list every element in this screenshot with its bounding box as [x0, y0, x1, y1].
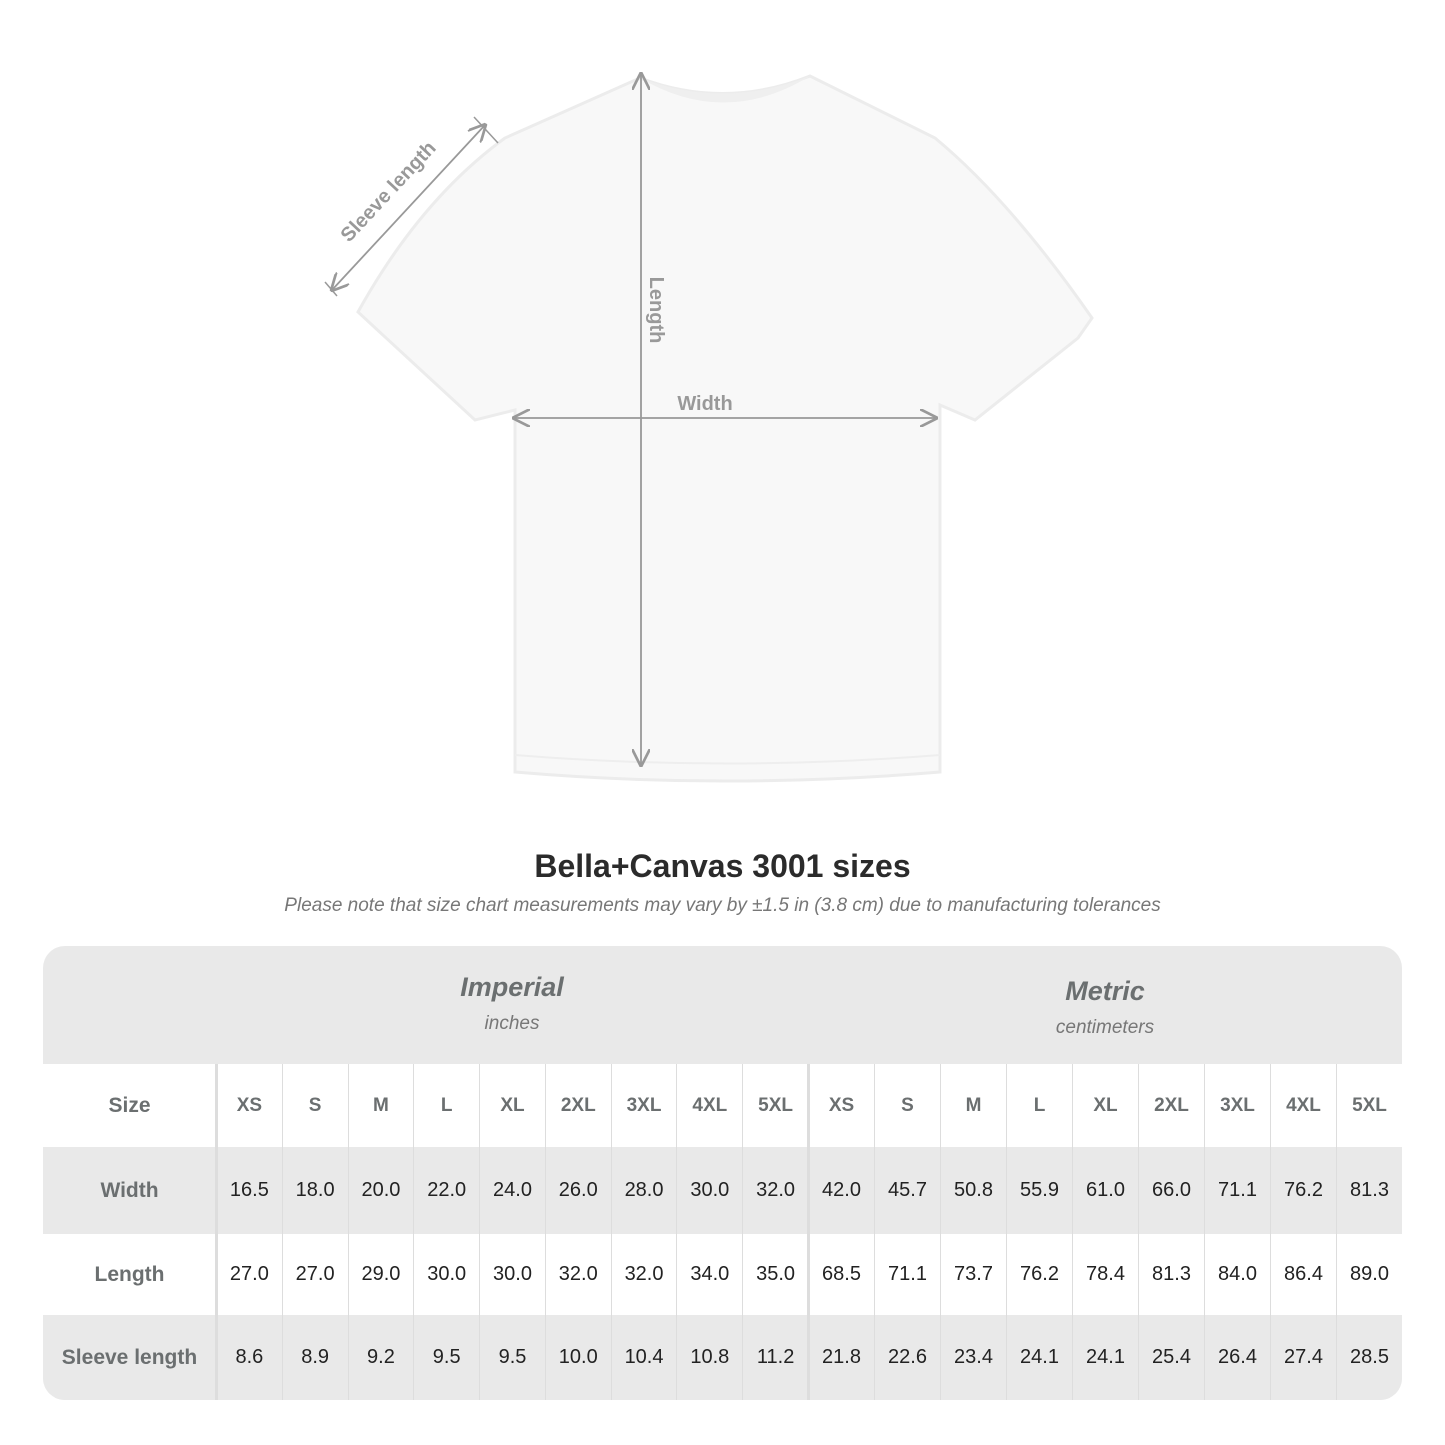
imperial-value-cell: 10.0: [544, 1315, 611, 1400]
imperial-value-cell: 32.0: [610, 1234, 677, 1315]
size-cell: 4XL: [676, 1064, 742, 1147]
chart-title: Bella+Canvas 3001 sizes: [534, 848, 911, 884]
size-cell: L: [413, 1064, 479, 1147]
metric-value-cell: 23.4: [940, 1315, 1006, 1400]
table-row: Width 16.5 18.0 20.0 22.0 24.0 26.0 28.0 30.0 32.…: [43, 1147, 1402, 1234]
metric-value-cell: 71.1: [874, 1234, 940, 1315]
metric-value-cell: 78.4: [1072, 1234, 1138, 1315]
size-header-row: Size XS S M L XL 2XL 3XL 4XL 5XL XS S M L XL 2XL 3XL 4XL 5…: [43, 1064, 1402, 1147]
metric-value-cell: 84.0: [1204, 1234, 1270, 1315]
metric-value-cell: 42.0: [808, 1147, 874, 1234]
size-cell: S: [874, 1064, 940, 1147]
metric-value-cell: 76.2: [1270, 1147, 1336, 1234]
size-cell: 3XL: [1204, 1064, 1270, 1147]
imperial-value-cell: 20.0: [347, 1147, 414, 1234]
size-cell: 2XL: [1138, 1064, 1204, 1147]
imperial-value-cell: 28.0: [610, 1147, 677, 1234]
size-cell: XL: [479, 1064, 545, 1147]
imperial-value-cell: 10.4: [610, 1315, 677, 1400]
metric-value-cell: 86.4: [1270, 1234, 1336, 1315]
table-row: Length 27.0 27.0 29.0 30.0 30.0 32.0 32.0 34.0 35…: [43, 1234, 1402, 1315]
imperial-value-cell: 34.0: [676, 1234, 742, 1315]
size-cell: M: [347, 1064, 414, 1147]
metric-value-cell: 68.5: [808, 1234, 874, 1315]
metric-value-cell: 89.0: [1336, 1234, 1402, 1315]
table-row: Sleeve length 8.6 8.9 9.2 9.5 9.5 10.0 10.4 10.8…: [43, 1315, 1402, 1400]
metric-value-cell: 73.7: [940, 1234, 1006, 1315]
metric-value-cell: 24.1: [1072, 1315, 1138, 1400]
imperial-value-cell: 9.5: [479, 1315, 545, 1400]
metric-value-cell: 81.3: [1336, 1147, 1402, 1234]
metric-value-cell: 81.3: [1138, 1234, 1204, 1315]
tolerance-note: Please note that size chart measurements…: [284, 895, 1161, 916]
imperial-header: Imperial inches: [216, 946, 808, 1064]
size-cell: S: [281, 1064, 348, 1147]
metric-value-cell: 66.0: [1138, 1147, 1204, 1234]
size-cell: 4XL: [1270, 1064, 1336, 1147]
metric-value-cell: 50.8: [940, 1147, 1006, 1234]
metric-value-cell: 22.6: [874, 1315, 940, 1400]
row-label: Sleeve length: [61, 1345, 198, 1369]
imperial-unit: inches: [484, 1013, 540, 1034]
size-cell: 2XL: [544, 1064, 611, 1147]
imperial-value-cell: 35.0: [742, 1234, 808, 1315]
size-cell: 5XL: [742, 1064, 808, 1147]
divider: [215, 1064, 218, 1400]
imperial-value-cell: 9.2: [347, 1315, 414, 1400]
imperial-value-cell: 16.5: [216, 1147, 282, 1234]
width-label: Width: [677, 393, 732, 415]
row-label: Length: [94, 1262, 165, 1286]
size-cell: 5XL: [1336, 1064, 1402, 1147]
sleeve-length-arrow: [332, 125, 485, 290]
row-label: Width: [100, 1178, 159, 1202]
imperial-value-cell: 27.0: [281, 1234, 348, 1315]
imperial-value-cell: 8.6: [216, 1315, 282, 1400]
imperial-value-cell: 32.0: [544, 1234, 611, 1315]
metric-value-cell: 45.7: [874, 1147, 940, 1234]
metric-value-cell: 26.4: [1204, 1315, 1270, 1400]
size-cell: L: [1006, 1064, 1072, 1147]
metric-value-cell: 76.2: [1006, 1234, 1072, 1315]
metric-value-cell: 55.9: [1006, 1147, 1072, 1234]
size-cell: 3XL: [610, 1064, 677, 1147]
imperial-value-cell: 32.0: [742, 1147, 808, 1234]
imperial-value-cell: 9.5: [413, 1315, 479, 1400]
imperial-value-cell: 10.8: [676, 1315, 742, 1400]
tshirt-shape: [356, 74, 1094, 783]
size-table: Imperial inches Metric centimeters Size X…: [43, 946, 1402, 1400]
divider: [807, 1064, 810, 1400]
imperial-value-cell: 22.0: [413, 1147, 479, 1234]
imperial-value-cell: 18.0: [281, 1147, 348, 1234]
metric-value-cell: 21.8: [808, 1315, 874, 1400]
imperial-value-cell: 30.0: [413, 1234, 479, 1315]
size-cell: XL: [1072, 1064, 1138, 1147]
metric-value-cell: 27.4: [1270, 1315, 1336, 1400]
length-label: Length: [645, 277, 667, 344]
metric-header: Metric centimeters: [808, 946, 1402, 1064]
metric-value-cell: 61.0: [1072, 1147, 1138, 1234]
size-cell: M: [940, 1064, 1006, 1147]
metric-value-cell: 28.5: [1336, 1315, 1402, 1400]
imperial-value-cell: 30.0: [479, 1234, 545, 1315]
metric-title: Metric: [1065, 976, 1145, 1006]
row-label: Size: [108, 1093, 151, 1117]
size-cell: XS: [216, 1064, 282, 1147]
imperial-value-cell: 24.0: [479, 1147, 545, 1234]
metric-value-cell: 24.1: [1006, 1315, 1072, 1400]
metric-value-cell: 25.4: [1138, 1315, 1204, 1400]
imperial-value-cell: 30.0: [676, 1147, 742, 1234]
metric-value-cell: 71.1: [1204, 1147, 1270, 1234]
imperial-value-cell: 26.0: [544, 1147, 611, 1234]
tshirt-diagram: Sleeve length Length Width: [324, 0, 1094, 783]
imperial-value-cell: 11.2: [742, 1315, 808, 1400]
imperial-value-cell: 8.9: [281, 1315, 348, 1400]
metric-unit: centimeters: [1055, 1017, 1155, 1038]
imperial-value-cell: 27.0: [216, 1234, 282, 1315]
imperial-value-cell: 29.0: [347, 1234, 414, 1315]
imperial-title: Imperial: [460, 972, 564, 1002]
size-cell: XS: [808, 1064, 874, 1147]
